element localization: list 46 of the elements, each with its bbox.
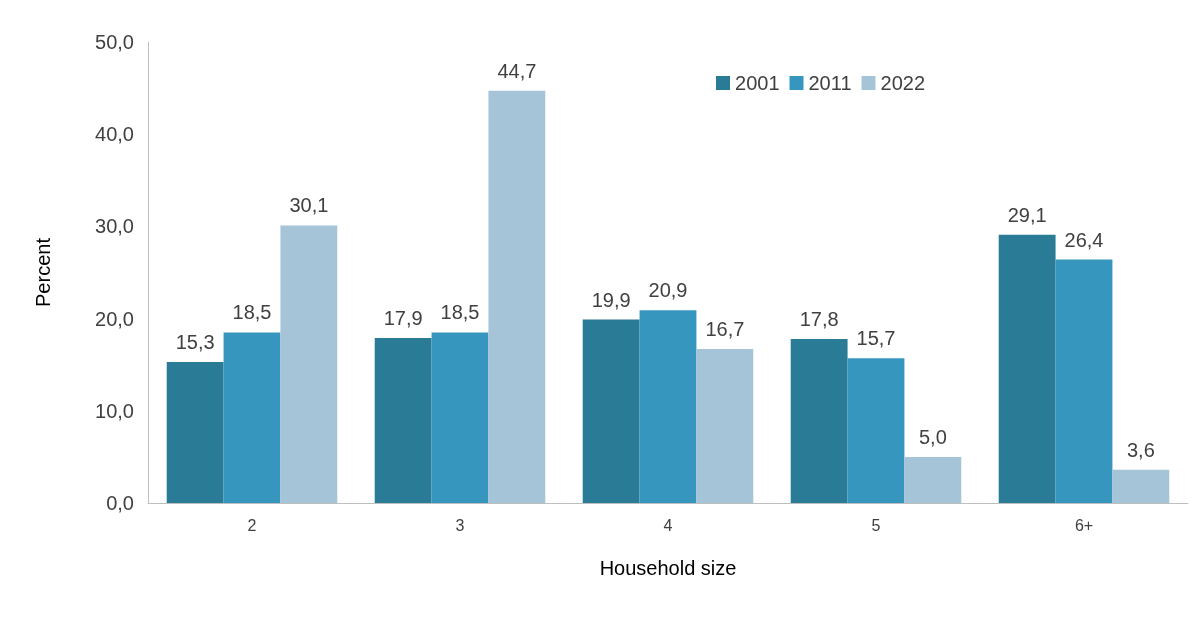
x-tick-label: 6+ (1074, 516, 1094, 534)
legend-label: 2011 (808, 72, 852, 94)
y-tick-label: 30,0 (95, 215, 134, 238)
data-label: 15,7 (856, 327, 896, 350)
bar (431, 332, 489, 503)
y-tick-label: 20,0 (95, 307, 134, 330)
bar (223, 332, 281, 503)
data-label: 15,3 (175, 330, 215, 353)
bar (790, 338, 848, 503)
data-label: 3,6 (1126, 438, 1155, 461)
data-label: 17,8 (799, 307, 839, 330)
data-label: 30,1 (289, 194, 329, 217)
y-tick-label: 40,0 (95, 123, 134, 146)
bar (639, 310, 697, 503)
bar (488, 90, 546, 503)
data-label: 18,5 (440, 301, 480, 324)
y-tick-label: 50,0 (95, 31, 134, 53)
bar (1055, 259, 1113, 503)
bar (847, 358, 905, 503)
bar (166, 361, 224, 503)
x-tick-label: 2 (247, 516, 257, 534)
x-tick-label: 4 (663, 516, 673, 534)
data-label: 26,4 (1064, 228, 1104, 251)
y-tick-label: 10,0 (95, 399, 134, 422)
bar (998, 234, 1056, 503)
data-label: 17,9 (383, 306, 423, 329)
data-label: 5,0 (918, 425, 947, 448)
x-tick-label: 3 (455, 516, 465, 534)
legend-label: 2001 (735, 72, 780, 94)
y-tick-label: 0,0 (106, 492, 134, 514)
y-axis-title: Percent (32, 237, 54, 307)
bar (582, 319, 640, 503)
data-label: 19,9 (591, 288, 631, 311)
data-label: 20,9 (648, 279, 688, 302)
legend-label: 2022 (880, 72, 926, 94)
x-axis-title: Household size (599, 557, 737, 579)
bar (904, 456, 962, 503)
data-label: 16,7 (705, 318, 745, 341)
data-label: 18,5 (232, 301, 272, 324)
bar (696, 349, 754, 503)
x-tick-label: 5 (871, 516, 881, 534)
bar (374, 337, 432, 503)
data-label: 44,7 (497, 59, 537, 82)
bar (280, 225, 338, 503)
bar (1112, 469, 1170, 503)
data-label: 29,1 (1007, 203, 1047, 226)
